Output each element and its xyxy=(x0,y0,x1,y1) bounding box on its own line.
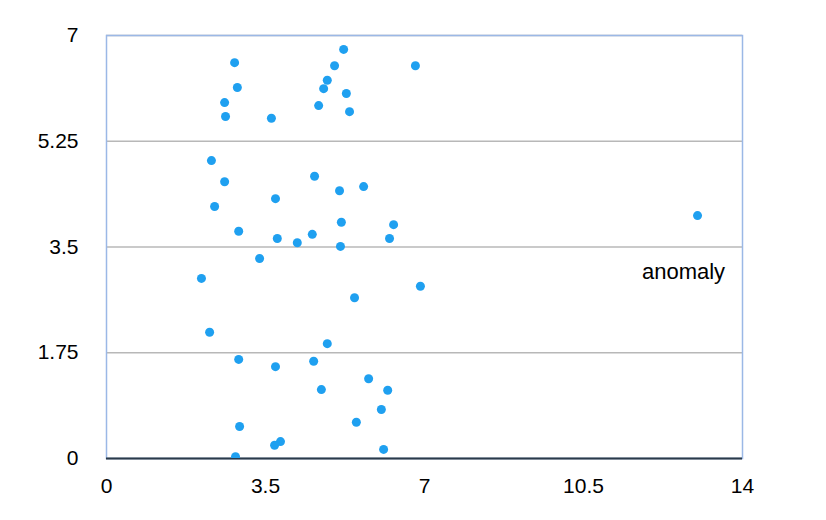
svg-text:1.75: 1.75 xyxy=(38,340,79,363)
svg-text:10.5: 10.5 xyxy=(563,474,604,497)
svg-text:7: 7 xyxy=(419,474,431,497)
svg-text:0: 0 xyxy=(101,474,113,497)
svg-text:5.25: 5.25 xyxy=(38,129,79,152)
svg-text:3.5: 3.5 xyxy=(49,235,78,258)
svg-text:3.5: 3.5 xyxy=(251,474,280,497)
svg-text:14: 14 xyxy=(731,474,755,497)
svg-text:anomaly: anomaly xyxy=(642,259,725,284)
svg-text:7: 7 xyxy=(67,23,79,46)
svg-text:0: 0 xyxy=(67,446,79,469)
